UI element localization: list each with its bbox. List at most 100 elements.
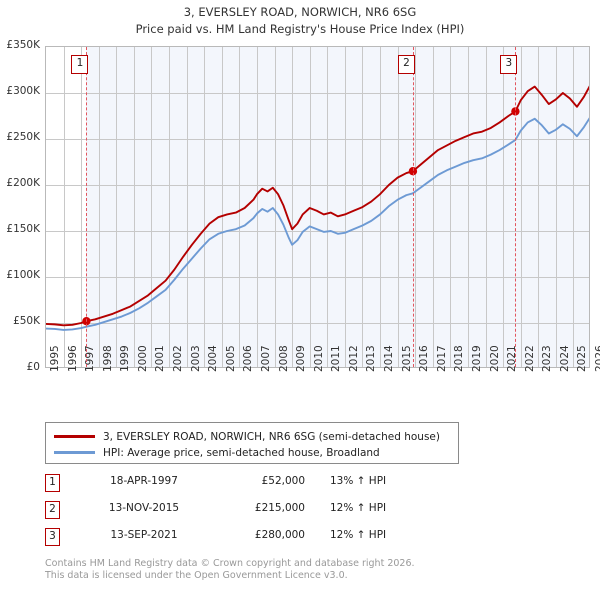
x-axis-tick-label: 1998 xyxy=(101,345,114,372)
gridline xyxy=(81,47,83,367)
sale-marker-flag-3[interactable]: 3 xyxy=(500,55,518,74)
transaction-hpi-delta: 13% ↑ HPI xyxy=(330,475,387,487)
gridline xyxy=(327,47,329,367)
y-axis-tick-label: £150K xyxy=(6,223,40,235)
table-row[interactable]: 1 18-APR-1997 £52,000 13% ↑ HPI xyxy=(45,472,465,499)
legend-label-property: 3, EVERSLEY ROAD, NORWICH, NR6 6SG (semi… xyxy=(103,430,440,443)
gridline xyxy=(116,47,118,367)
gridline xyxy=(204,47,206,367)
price-series-lines xyxy=(46,85,589,331)
gridline xyxy=(450,47,452,367)
y-axis-tick-label: £100K xyxy=(6,269,40,281)
y-axis-tick-label: £250K xyxy=(6,131,40,143)
x-axis-tick-label: 2024 xyxy=(558,345,571,372)
x-axis-tick-label: 2006 xyxy=(242,345,255,372)
gridline xyxy=(555,47,557,367)
gridline xyxy=(151,47,153,367)
series-line xyxy=(46,85,589,327)
chart-legend: 3, EVERSLEY ROAD, NORWICH, NR6 6SG (semi… xyxy=(45,422,459,464)
gridline xyxy=(292,47,294,367)
gridline xyxy=(46,93,589,94)
table-row[interactable]: 3 13-SEP-2021 £280,000 12% ↑ HPI xyxy=(45,526,465,553)
gridline xyxy=(309,47,311,367)
x-axis-tick-label: 2025 xyxy=(576,345,589,372)
page-subtitle: Price paid vs. HM Land Registry's House … xyxy=(135,22,465,36)
title-block: 3, EVERSLEY ROAD, NORWICH, NR6 6SG Price… xyxy=(0,4,600,38)
y-axis-tick-label: £300K xyxy=(6,85,40,97)
transaction-price: £280,000 xyxy=(254,529,305,541)
y-axis-tick-label: £200K xyxy=(6,177,40,189)
x-axis-tick-label: 2004 xyxy=(207,345,220,372)
gridline xyxy=(538,47,540,367)
transactions-table: 1 18-APR-1997 £52,000 13% ↑ HPI 2 13-NOV-2015… xyxy=(45,472,465,553)
x-axis-tick-label: 2009 xyxy=(295,345,308,372)
gridline xyxy=(46,277,589,278)
gridline xyxy=(46,323,589,324)
x-axis-tick-label: 2002 xyxy=(172,345,185,372)
x-axis-tick-label: 2000 xyxy=(136,345,149,372)
transaction-price: £215,000 xyxy=(254,502,305,514)
gridline xyxy=(133,47,135,367)
x-axis-tick-label: 2001 xyxy=(154,345,167,372)
legend-label-hpi: HPI: Average price, semi-detached house,… xyxy=(103,446,380,459)
transaction-hpi-delta: 12% ↑ HPI xyxy=(330,529,387,541)
x-axis-tick-label: 2017 xyxy=(435,345,448,372)
ownership-period-shading xyxy=(86,47,589,367)
sale-marker-flag-2[interactable]: 2 xyxy=(397,55,415,74)
x-axis-tick-label: 2008 xyxy=(277,345,290,372)
sale-marker-line xyxy=(515,47,517,367)
sale-marker-flag-1[interactable]: 1 xyxy=(71,55,89,74)
gridline xyxy=(397,47,399,367)
x-axis-tick-label: 2007 xyxy=(259,345,272,372)
transaction-marker-badge: 3 xyxy=(45,528,60,546)
gridline xyxy=(344,47,346,367)
gridline xyxy=(46,139,589,140)
gridline xyxy=(485,47,487,367)
chart-plot-area xyxy=(45,46,590,368)
x-axis-tick-label: 2003 xyxy=(189,345,202,372)
sale-marker-line xyxy=(86,47,88,367)
transaction-hpi-delta: 12% ↑ HPI xyxy=(330,502,387,514)
footer-copyright: Contains HM Land Registry data © Crown c… xyxy=(45,558,415,569)
footer-licence: This data is licensed under the Open Gov… xyxy=(45,569,348,581)
transaction-date: 13-SEP-2021 xyxy=(110,529,178,541)
legend-item-hpi: HPI: Average price, semi-detached house,… xyxy=(54,445,450,460)
transaction-price: £52,000 xyxy=(261,475,305,487)
x-axis-tick-label: 2015 xyxy=(400,345,413,372)
x-axis-tick-label: 2014 xyxy=(383,345,396,372)
gridline xyxy=(256,47,258,367)
x-axis-tick-label: 2022 xyxy=(523,345,536,372)
y-axis-tick-label: £350K xyxy=(6,39,40,51)
legend-swatch-property xyxy=(54,435,95,438)
gridline xyxy=(239,47,241,367)
x-axis-tick-label: 2011 xyxy=(330,345,343,372)
transaction-date: 13-NOV-2015 xyxy=(108,502,180,514)
gridline xyxy=(98,47,100,367)
gridline xyxy=(520,47,522,367)
x-axis-tick-label: 1996 xyxy=(66,345,79,372)
legend-item-property: 3, EVERSLEY ROAD, NORWICH, NR6 6SG (semi… xyxy=(54,429,450,444)
gridline xyxy=(503,47,505,367)
gridline xyxy=(46,185,589,186)
x-axis-tick-label: 1999 xyxy=(119,345,132,372)
x-axis-tick-label: 2018 xyxy=(453,345,466,372)
gridline xyxy=(274,47,276,367)
y-axis-tick-label: £50K xyxy=(13,315,40,327)
gridline xyxy=(467,47,469,367)
gridline xyxy=(221,47,223,367)
gridline xyxy=(169,47,171,367)
gridline xyxy=(63,47,65,367)
x-axis-tick-label: 2026 xyxy=(594,345,600,372)
x-axis-tick-label: 2020 xyxy=(488,345,501,372)
x-axis-tick-label: 2019 xyxy=(470,345,483,372)
x-axis-tick-label: 2010 xyxy=(312,345,325,372)
x-axis-tick-label: 2023 xyxy=(541,345,554,372)
gridline xyxy=(46,231,589,232)
x-axis-tick-label: 2005 xyxy=(224,345,237,372)
x-axis-tick-label: 1995 xyxy=(49,345,61,372)
gridline xyxy=(573,47,575,367)
gridline xyxy=(380,47,382,367)
x-axis-tick-label: 2016 xyxy=(418,345,431,372)
table-row[interactable]: 2 13-NOV-2015 £215,000 12% ↑ HPI xyxy=(45,499,465,526)
